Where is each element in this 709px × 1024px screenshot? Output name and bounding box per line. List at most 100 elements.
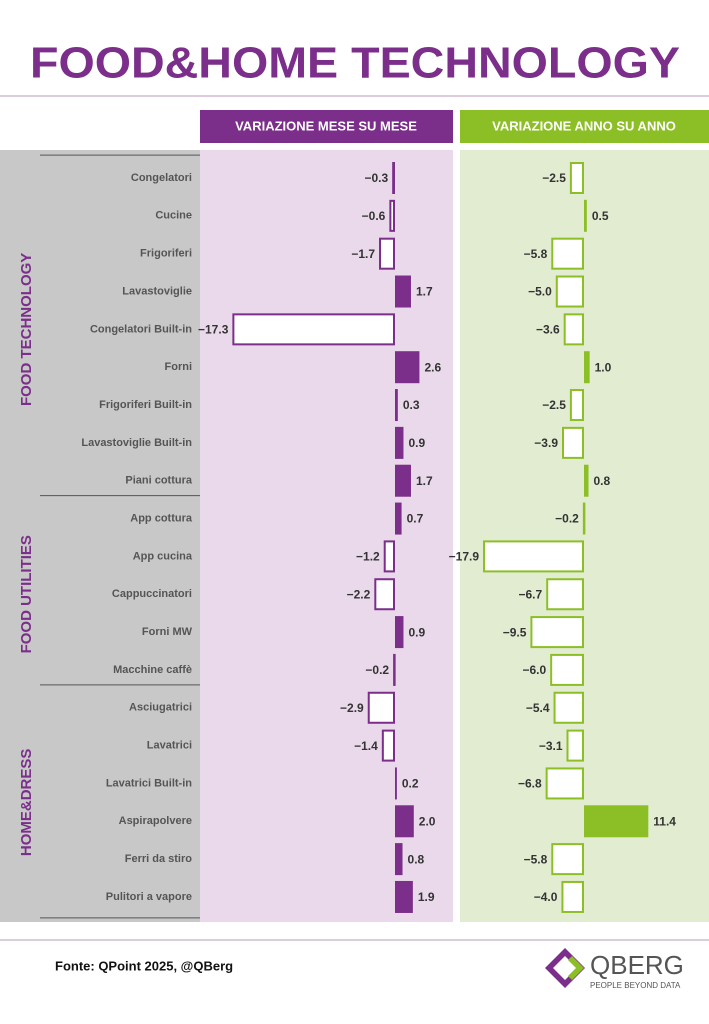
bar (553, 691, 585, 724)
category-label: Lavatrici Built-in (106, 777, 192, 789)
category-label: Forni MW (142, 626, 193, 638)
category-label: Frigoriferi Built-in (99, 399, 192, 411)
category-label: Cucine (155, 210, 192, 222)
bar (555, 275, 584, 308)
value-label: −0.3 (364, 171, 388, 185)
bar (546, 578, 584, 611)
group-label: FOOD UTILITIES (18, 535, 35, 653)
value-label: −6.7 (519, 587, 543, 601)
logo-mark (545, 948, 585, 988)
bar (374, 578, 396, 611)
bar (582, 502, 586, 535)
bar (530, 616, 584, 649)
panel-header: VARIAZIONE ANNO SU ANNO (492, 118, 676, 133)
value-label: −9.5 (503, 625, 527, 639)
bar (569, 389, 585, 422)
category-label: Lavatrici (147, 740, 192, 752)
bar (584, 351, 590, 384)
category-label: Congelatori (131, 172, 192, 184)
value-label: −0.2 (555, 512, 579, 526)
bar (395, 275, 411, 308)
value-label: −6.8 (518, 777, 542, 791)
value-label: 0.9 (408, 436, 425, 450)
bar (395, 805, 414, 838)
bar (545, 767, 585, 800)
bar (389, 199, 395, 232)
bar (395, 502, 402, 535)
category-label: Lavastoviglie Built-in (81, 437, 192, 449)
group-label: HOME&DRESS (18, 749, 35, 857)
value-label: 2.0 (419, 814, 436, 828)
category-label: Pulitori a vapore (106, 891, 192, 903)
logo-name: QBERG (590, 950, 684, 980)
bar (392, 162, 395, 194)
value-label: 0.8 (408, 852, 425, 866)
bar (395, 767, 397, 800)
value-label: −6.0 (522, 663, 546, 677)
category-label: App cucina (133, 550, 193, 562)
value-label: 0.2 (402, 777, 419, 791)
category-label: Forni (165, 361, 193, 373)
category-label: Frigoriferi (140, 248, 192, 260)
bar (483, 540, 585, 573)
bar (569, 162, 585, 194)
bar (395, 351, 420, 384)
logo-tagline: PEOPLE BEYOND DATA (590, 981, 681, 990)
value-label: 1.0 (595, 360, 612, 374)
value-label: −5.0 (528, 285, 552, 299)
value-label: −3.1 (539, 739, 563, 753)
bar (561, 880, 585, 913)
bar (551, 237, 585, 270)
value-label: −5.4 (526, 701, 550, 715)
category-panel (0, 150, 200, 922)
panel-background (460, 150, 709, 922)
bar (393, 653, 396, 686)
value-label: −3.9 (534, 436, 558, 450)
chart-title: FOOD&HOME TECHNOLOGY (30, 39, 680, 88)
bar (566, 729, 584, 762)
value-label: −2.9 (340, 701, 364, 715)
bar (232, 313, 395, 346)
bar (563, 313, 584, 346)
bar (562, 426, 585, 459)
category-label: Piani cottura (125, 475, 193, 487)
value-label: −17.3 (198, 323, 229, 337)
value-label: −1.4 (354, 739, 378, 753)
value-label: −2.5 (542, 171, 566, 185)
bar (551, 843, 585, 876)
value-label: 11.4 (653, 814, 676, 828)
value-label: −4.0 (534, 890, 558, 904)
bar (395, 880, 413, 913)
value-label: 0.9 (408, 625, 425, 639)
value-label: 0.7 (407, 512, 424, 526)
bar (584, 199, 587, 232)
bar (395, 843, 403, 876)
bar (395, 616, 404, 649)
value-label: −1.2 (356, 550, 380, 564)
value-label: 2.6 (424, 360, 441, 374)
bar (367, 691, 395, 724)
bar (383, 540, 396, 573)
bar (395, 389, 398, 422)
header-box (460, 110, 709, 143)
value-label: −2.5 (542, 398, 566, 412)
plot: Congelatori −0.3 −2.5 Cucine −0.6 0.5 Frigorif… (18, 154, 676, 919)
source: Fonte: QPoint 2025, @QBerg (55, 958, 233, 973)
category-label: Lavastoviglie (122, 285, 192, 297)
value-label: −5.8 (524, 247, 548, 261)
value-label: 0.8 (594, 474, 611, 488)
category-label: Asciugatrici (129, 702, 192, 714)
value-label: −2.2 (347, 587, 371, 601)
category-label: App cottura (130, 512, 193, 524)
bar (381, 729, 395, 762)
category-label: Ferri da stiro (125, 853, 193, 865)
value-label: −17.9 (449, 550, 480, 564)
value-label: 1.9 (418, 890, 435, 904)
value-label: −0.2 (365, 663, 389, 677)
category-label: Aspirapolvere (119, 815, 192, 827)
value-label: 1.7 (416, 285, 433, 299)
value-label: 1.7 (416, 474, 433, 488)
category-label: Congelatori Built-in (90, 323, 192, 335)
value-label: −0.6 (362, 209, 386, 223)
value-label: 0.3 (403, 398, 420, 412)
